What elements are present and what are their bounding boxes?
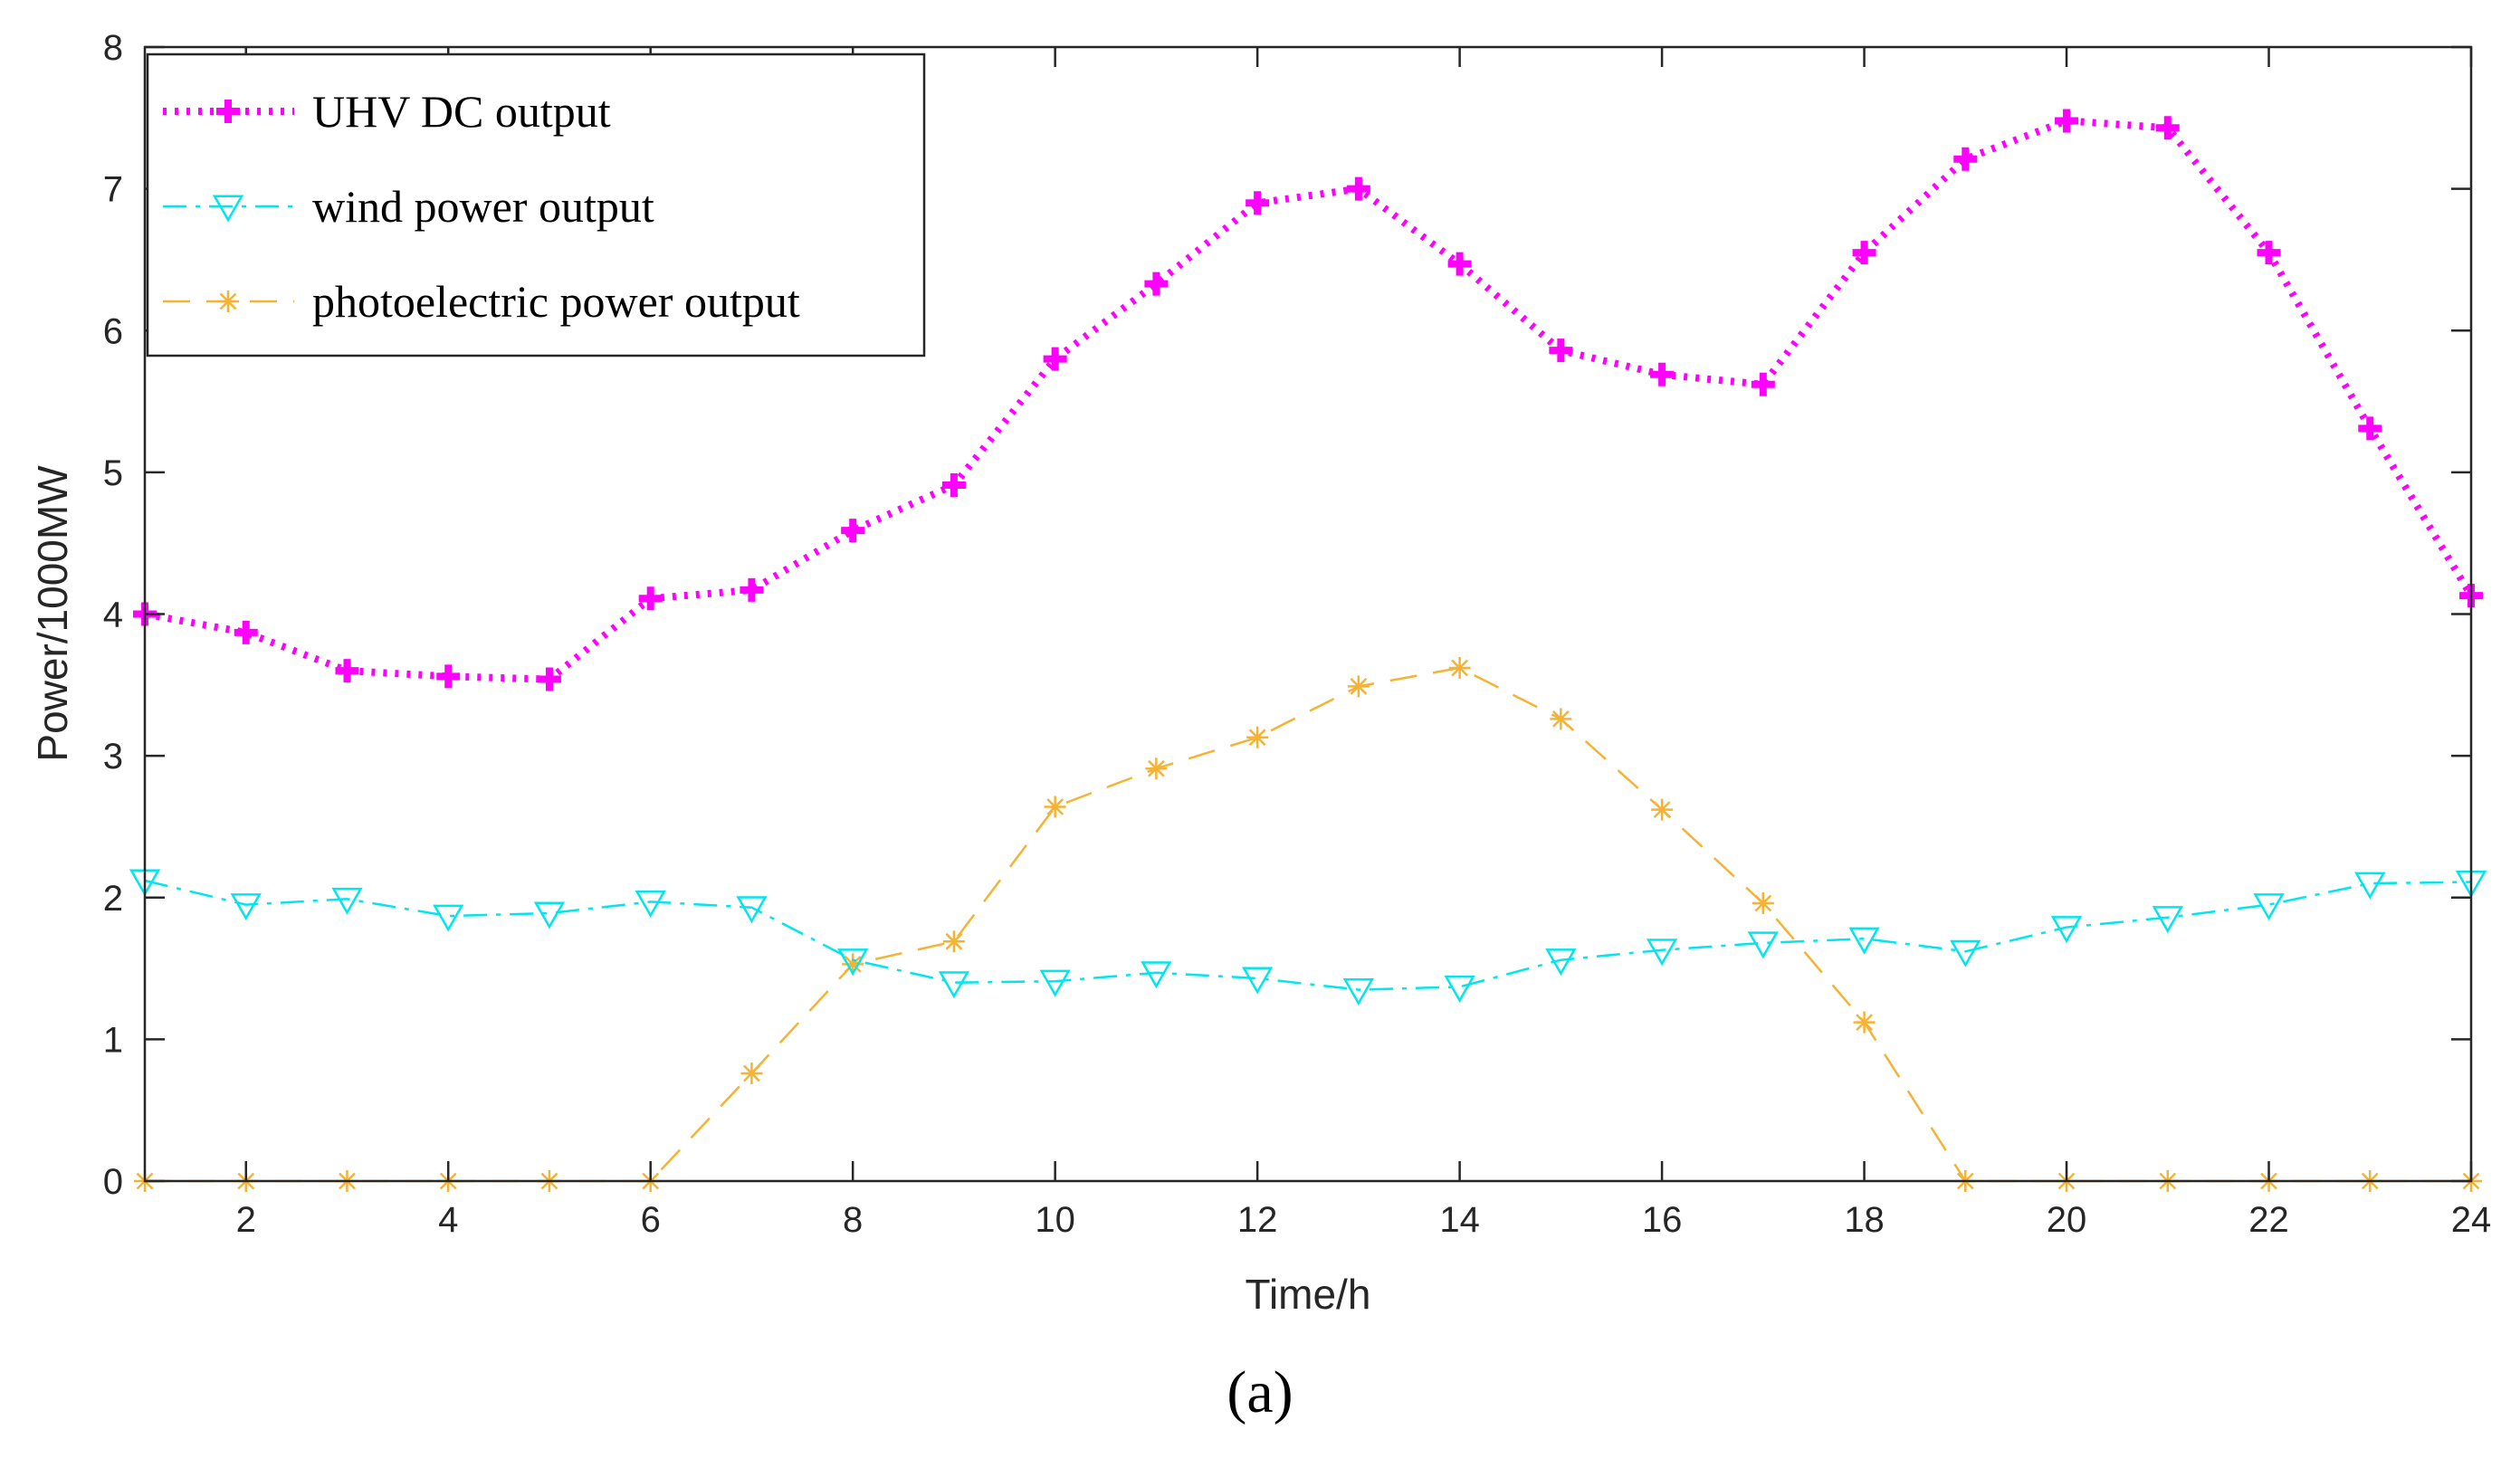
legend-item-uhv-dc-output: UHV DC output: [163, 86, 611, 137]
uhv-dc-output-point: [1852, 241, 1876, 265]
y-tick-label: 6: [103, 311, 123, 351]
x-tick-label: 16: [1642, 1200, 1683, 1240]
uhv-dc-output-point: [1650, 362, 1675, 386]
wind-power-output-point: [1646, 939, 1678, 967]
uhv-dc-output-point: [2257, 241, 2281, 265]
uhv-dc-output-point: [436, 664, 461, 689]
photoelectric-power-output-point: [1044, 796, 1066, 818]
legend-label: UHV DC output: [312, 86, 611, 137]
legend-item-wind-power-output: wind power output: [163, 181, 654, 232]
legend-marker: [217, 291, 239, 312]
wind-power-output-point: [1747, 931, 1779, 959]
legend-box: [146, 52, 926, 357]
x-tick-label: 24: [2451, 1200, 2492, 1240]
legend-marker: [216, 100, 240, 123]
legend-label: wind power output: [312, 181, 654, 232]
wind-power-output-point: [1141, 961, 1172, 989]
photoelectric-power-output-point: [1145, 758, 1168, 780]
figure-caption: (a): [1227, 1359, 1293, 1425]
uhv-dc-output-point: [1953, 147, 1978, 171]
wind-power-output-point: [331, 887, 363, 915]
photoelectric-power-output-point: [1347, 675, 1370, 698]
uhv-dc-output-point: [1246, 191, 1270, 215]
legend: UHV DC output wind power output photoelect…: [146, 52, 926, 357]
wind-power-output-point: [1241, 967, 1274, 995]
y-tick-label: 4: [103, 596, 123, 635]
x-tick-label: 2: [236, 1200, 256, 1240]
uhv-dc-output-point: [1144, 272, 1169, 296]
y-tick-label: 7: [103, 170, 123, 210]
x-tick-label: 8: [843, 1200, 863, 1240]
wind-power-output-point: [736, 896, 768, 924]
uhv-dc-output-point: [2155, 116, 2180, 140]
uhv-dc-output-point: [740, 577, 764, 602]
wind-power-output-point: [2253, 893, 2285, 921]
photoelectric-power-output-point: [740, 1062, 763, 1084]
series-uhv-dc-output: [133, 109, 2483, 691]
wind-power-output-point: [433, 904, 464, 932]
wind-power-output-point: [1545, 948, 1577, 977]
y-tick-label: 1: [103, 1020, 123, 1060]
uhv-dc-output-point: [537, 667, 561, 691]
photoelectric-power-output-point: [1651, 798, 1674, 821]
photoelectric-power-output-point: [842, 953, 864, 976]
legend-item-photoelectric-power-output: photoelectric power output: [163, 276, 800, 327]
photoelectric-power-output-point: [942, 930, 965, 953]
uhv-dc-output-point: [335, 659, 359, 683]
uhv-dc-output-point: [2055, 109, 2079, 133]
series-wind-power-output: [129, 869, 2487, 1006]
photoelectric-power-output-point: [1752, 892, 1774, 915]
x-tick-label: 6: [641, 1200, 661, 1240]
x-axis-title: Time/h: [1246, 1271, 1371, 1318]
y-axis-title: Power/1000MW: [29, 465, 76, 762]
wind-power-output-point: [230, 893, 262, 921]
y-tick-label: 5: [103, 453, 123, 493]
x-tick-label: 12: [1237, 1200, 1278, 1240]
y-tick-label: 2: [103, 879, 123, 919]
wind-power-output-point: [2050, 916, 2083, 944]
legend-label: photoelectric power output: [312, 276, 800, 327]
uhv-dc-output-line: [144, 117, 2475, 683]
wind-power-output-point: [2354, 872, 2386, 900]
photoelectric-power-output-point: [1246, 726, 1269, 748]
wind-power-output-point: [837, 948, 869, 977]
uhv-dc-output-point: [1447, 252, 1472, 276]
wind-power-output-point: [1950, 939, 1981, 967]
photoelectric-power-output-point: [1550, 708, 1572, 730]
uhv-dc-output-point: [234, 620, 258, 644]
wind-power-output-point: [2152, 906, 2183, 934]
wind-power-output-point: [1039, 969, 1071, 997]
wind-power-output-point: [635, 890, 666, 918]
uhv-dc-output-point: [1346, 176, 1370, 201]
uhv-dc-output-point: [1549, 338, 1573, 363]
legend-marker: [212, 195, 244, 223]
y-tick-label: 3: [103, 737, 123, 777]
uhv-dc-output-point: [2358, 416, 2382, 441]
x-tick-label: 14: [1439, 1200, 1480, 1240]
wind-power-output-point: [533, 901, 566, 929]
wind-power-output-line: [144, 879, 2472, 991]
wind-power-output-point: [1342, 978, 1375, 1006]
uhv-dc-output-point: [1751, 372, 1775, 396]
uhv-dc-output-point: [841, 519, 865, 543]
wind-power-output-point: [1444, 975, 1475, 1003]
wind-power-output-point: [1848, 927, 1880, 955]
x-tick-label: 20: [2047, 1200, 2087, 1240]
photoelectric-power-output-point: [1448, 657, 1471, 680]
x-tick-label: 10: [1035, 1200, 1075, 1240]
x-tick-label: 18: [1844, 1200, 1885, 1240]
wind-power-output-point: [938, 971, 970, 999]
uhv-dc-output-point: [638, 586, 663, 611]
x-tick-label: 4: [438, 1200, 458, 1240]
y-tick-label: 8: [103, 28, 123, 68]
y-tick-label: 0: [103, 1162, 123, 1202]
photoelectric-power-output-point: [1853, 1011, 1876, 1034]
x-tick-label: 22: [2248, 1200, 2289, 1240]
uhv-dc-output-point: [941, 472, 966, 497]
uhv-dc-output-point: [1043, 347, 1067, 371]
